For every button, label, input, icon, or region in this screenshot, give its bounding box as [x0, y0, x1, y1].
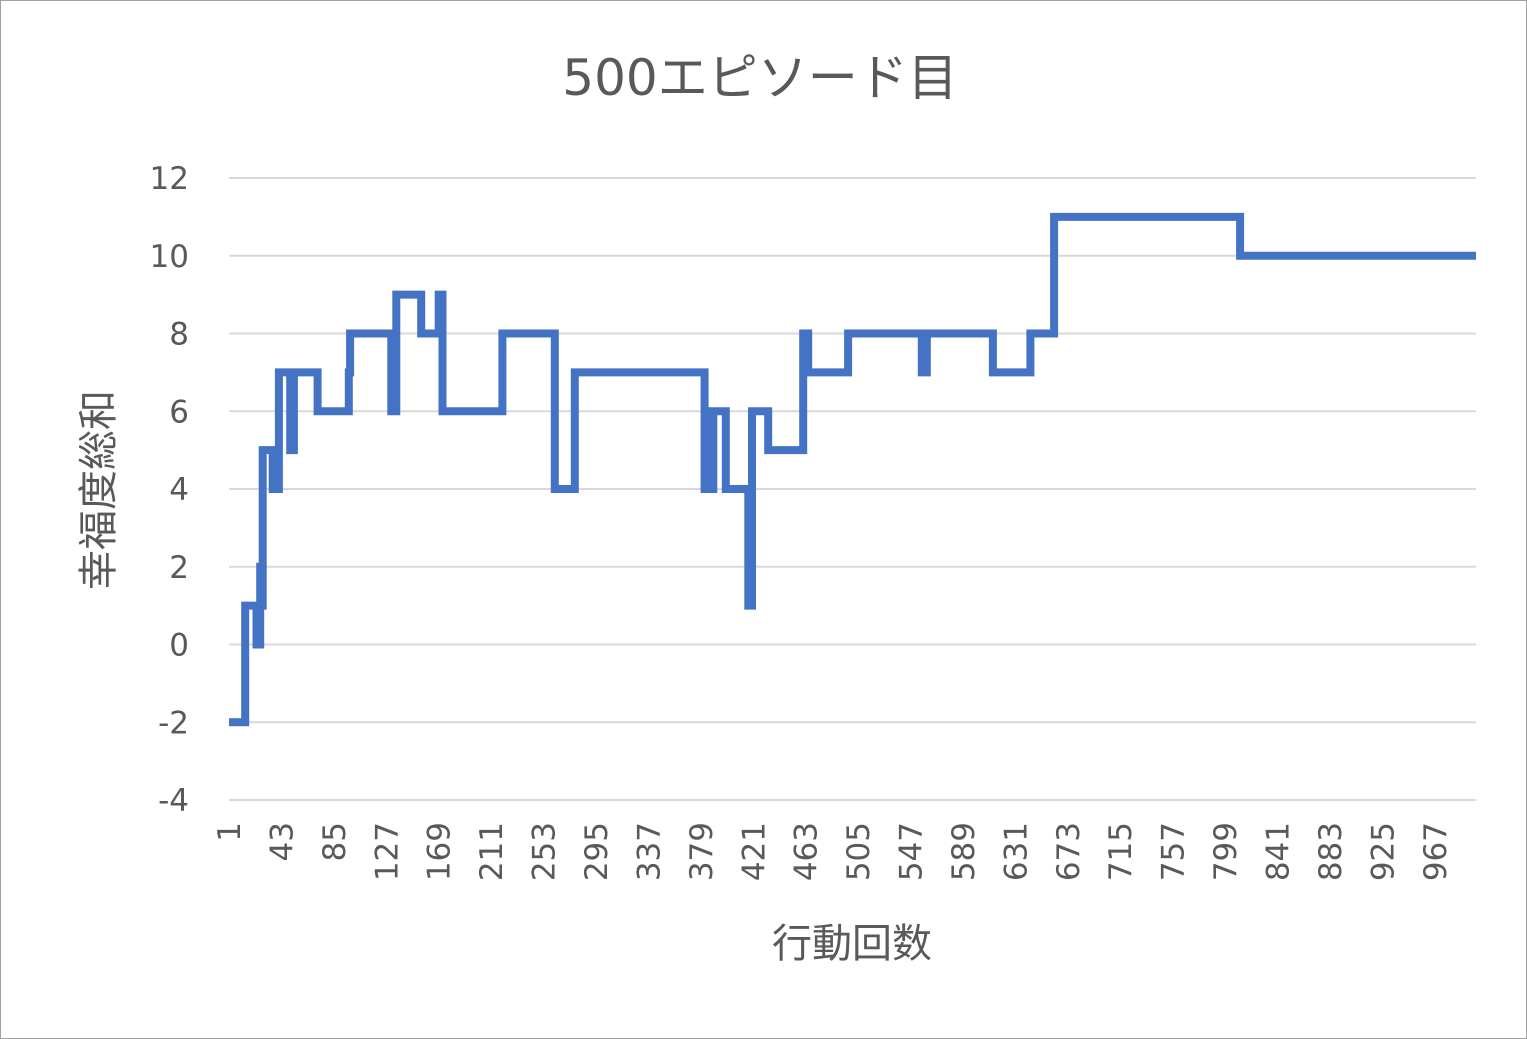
x-tick-label: 379 [684, 822, 720, 881]
y-tick-label: 0 [169, 628, 189, 664]
x-tick-label: 547 [894, 822, 930, 881]
y-tick-label: -4 [158, 783, 189, 819]
y-tick-label: 6 [169, 394, 189, 430]
x-tick-labels: 1 43 85 127 169 211 253 295 337 379 421 463 505 547 58… [212, 822, 1454, 881]
chart-title: 500エピソード目 [562, 49, 957, 107]
x-tick-label: 925 [1365, 822, 1401, 881]
x-tick-label: 43 [264, 822, 300, 861]
x-tick-label: 85 [317, 822, 353, 861]
series-line [229, 212, 1476, 727]
x-tick-label: 505 [841, 822, 877, 881]
x-tick-label: 421 [736, 822, 772, 881]
y-axis-label: 幸福度総和 [76, 390, 122, 590]
y-tick-label: 10 [150, 239, 189, 275]
x-tick-label: 169 [422, 822, 458, 881]
y-tick-label: -2 [158, 705, 189, 741]
x-tick-label: 841 [1261, 822, 1297, 881]
x-tick-label: 211 [474, 822, 510, 881]
x-tick-label: 463 [789, 822, 825, 881]
x-tick-label: 1 [212, 822, 248, 842]
y-tick-label: 8 [169, 317, 189, 353]
y-tick-label: 12 [150, 161, 189, 197]
y-tick-label: 2 [169, 550, 189, 586]
y-tick-label: 4 [169, 472, 189, 508]
x-tick-label: 337 [631, 822, 667, 881]
x-tick-label: 253 [527, 822, 563, 881]
x-tick-label: 295 [579, 822, 615, 881]
series-layer [229, 212, 1476, 727]
x-tick-label: 799 [1208, 822, 1244, 881]
x-tick-label: 757 [1156, 822, 1192, 881]
gridlines [229, 177, 1476, 801]
x-axis-label: 行動回数 [772, 921, 932, 967]
x-tick-label: 127 [369, 822, 405, 881]
y-tick-labels: -4 -2 0 2 4 6 8 10 12 [150, 161, 189, 819]
x-tick-label: 715 [1103, 822, 1139, 881]
x-tick-label: 967 [1418, 822, 1454, 881]
x-tick-label: 673 [1051, 822, 1087, 881]
x-tick-label: 883 [1313, 822, 1349, 881]
x-tick-label: 631 [998, 822, 1034, 881]
x-tick-label: 589 [946, 822, 982, 881]
